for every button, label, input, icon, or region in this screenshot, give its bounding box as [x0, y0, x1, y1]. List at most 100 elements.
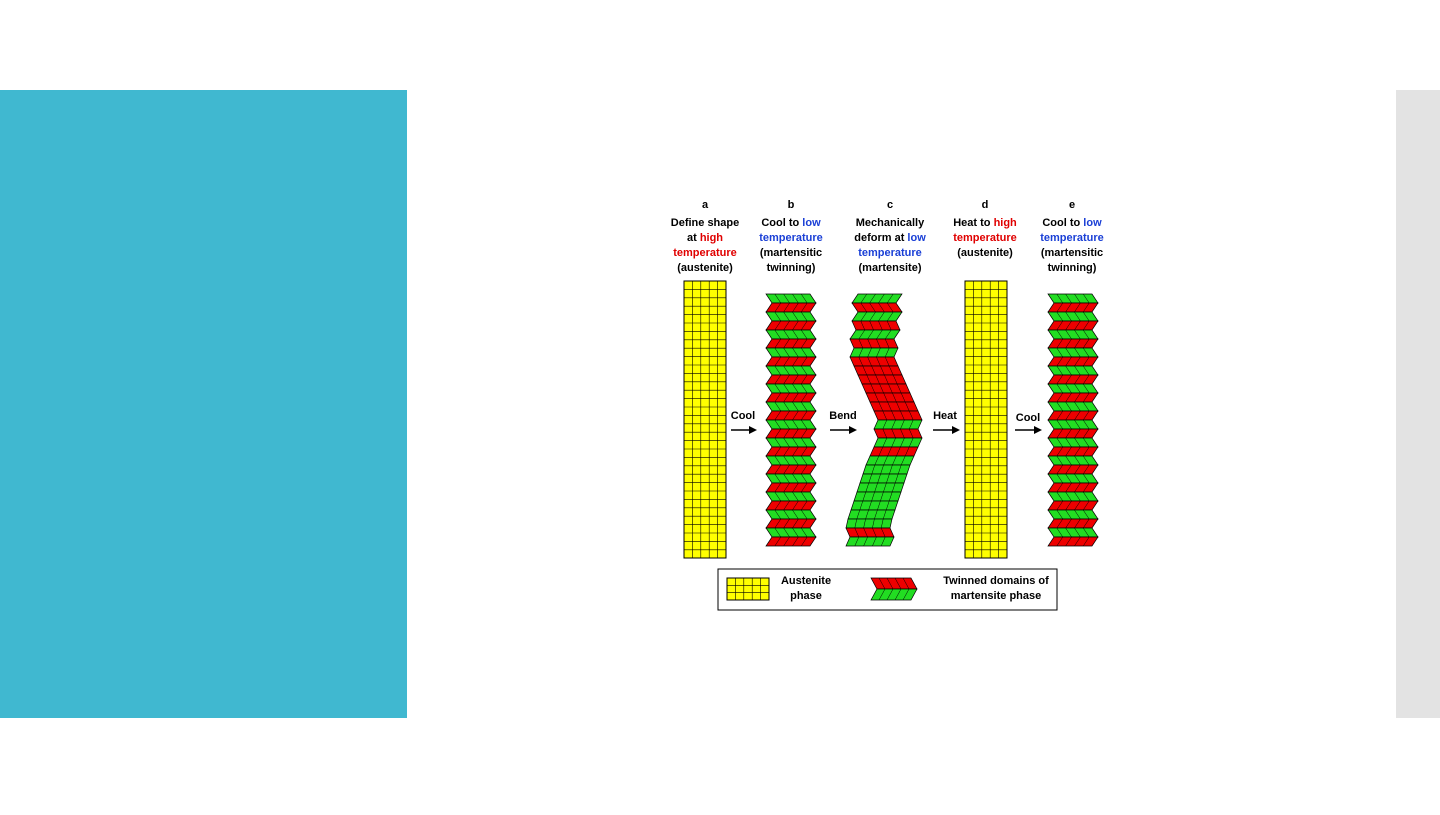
cell-line [908, 419, 914, 430]
cell-line [1074, 365, 1081, 376]
caption-line: (martensite) [859, 262, 922, 274]
cell-line [1056, 347, 1064, 358]
panel-letter: d [982, 199, 989, 211]
arrow-head [849, 426, 857, 434]
cell-line [886, 473, 890, 484]
cell-line [774, 410, 782, 421]
cell-line [878, 588, 886, 601]
cell-line [1065, 527, 1072, 538]
cell-line [792, 329, 799, 340]
cell-line [774, 311, 782, 322]
cell-line [897, 464, 902, 475]
caption-line: deform at low [854, 232, 926, 244]
cell-line [800, 410, 808, 421]
caption-line: temperature [1040, 232, 1104, 244]
twin-layer [1047, 482, 1099, 493]
cell-line [883, 455, 888, 466]
cell-line [882, 410, 888, 421]
cell-line [867, 338, 872, 349]
cell-line [792, 500, 799, 511]
cell-line [1065, 536, 1072, 547]
cell-line [1074, 374, 1081, 385]
cell-line [800, 320, 808, 331]
cell-line [800, 419, 808, 430]
caption-text: Mechanically [856, 217, 925, 229]
twin-layer [1047, 527, 1099, 538]
cell-line [783, 293, 790, 304]
cell-line [1082, 455, 1090, 466]
cell-line [867, 356, 872, 367]
cell-line [858, 338, 864, 349]
legend-label: phase [790, 590, 822, 602]
cell-line [902, 577, 910, 590]
cell-line [800, 302, 808, 313]
cell-line [774, 293, 782, 304]
cell-line [866, 374, 872, 385]
cell-line [1056, 464, 1064, 475]
cell-line [1056, 293, 1064, 304]
cell-line [800, 374, 808, 385]
twin-layer [1047, 311, 1099, 322]
cell-line [1065, 392, 1072, 403]
cell-line [863, 527, 868, 538]
cell-line [774, 329, 782, 340]
cell-line [858, 329, 866, 340]
cell-line [1074, 293, 1081, 304]
twin-layer [765, 293, 817, 304]
caption-text: Define shape [671, 217, 739, 229]
side-panel [1396, 90, 1440, 718]
twin-layer [845, 527, 895, 538]
cell-line [800, 383, 808, 394]
cell-line [1065, 302, 1072, 313]
cell-line [1056, 428, 1064, 439]
cell-line [900, 392, 906, 403]
cell-line [1056, 473, 1064, 484]
cell-line [1082, 365, 1090, 376]
cell-line [871, 464, 876, 475]
cell-line [792, 392, 799, 403]
caption-line: temperature [953, 232, 1017, 244]
cell-line [783, 311, 790, 322]
caption-line: Cool to low [761, 217, 821, 229]
twin-layer [765, 338, 817, 349]
twin-layer [873, 428, 923, 439]
cell-line [774, 374, 782, 385]
cell-line [800, 482, 808, 493]
cell-line [875, 374, 880, 385]
cell-line [1056, 401, 1064, 412]
twin-layer [1047, 446, 1099, 457]
caption-text: low [907, 232, 926, 244]
caption-text: high [994, 217, 1017, 229]
twin-layer [765, 392, 817, 403]
cell-line [774, 527, 782, 538]
twin-layer [1047, 410, 1099, 421]
twin-layer [765, 437, 817, 448]
cell-line [1056, 527, 1064, 538]
cell-line [854, 527, 860, 538]
cell-line [863, 536, 868, 547]
caption-text: temperature [673, 247, 737, 259]
caption-line: at high [687, 232, 723, 244]
cell-line [783, 464, 790, 475]
twin-layer [765, 500, 817, 511]
twin-layer [862, 464, 911, 475]
cell-line [792, 419, 799, 430]
cell-line [886, 302, 894, 313]
caption-text: temperature [953, 232, 1017, 244]
caption-line: temperature [858, 247, 922, 259]
twin-layer [1047, 347, 1099, 358]
cell-line [783, 455, 790, 466]
cell-line [783, 365, 790, 376]
cell-line [889, 464, 893, 475]
cell-line [800, 491, 808, 502]
twin-layer [1047, 419, 1099, 430]
cell-line [774, 464, 782, 475]
cell-line [1082, 473, 1090, 484]
cell-line [792, 509, 799, 520]
cell-line [783, 509, 790, 520]
cell-line [880, 518, 884, 529]
cell-line [1056, 383, 1064, 394]
caption-text: twinning) [767, 262, 816, 274]
cell-line [1074, 437, 1081, 448]
